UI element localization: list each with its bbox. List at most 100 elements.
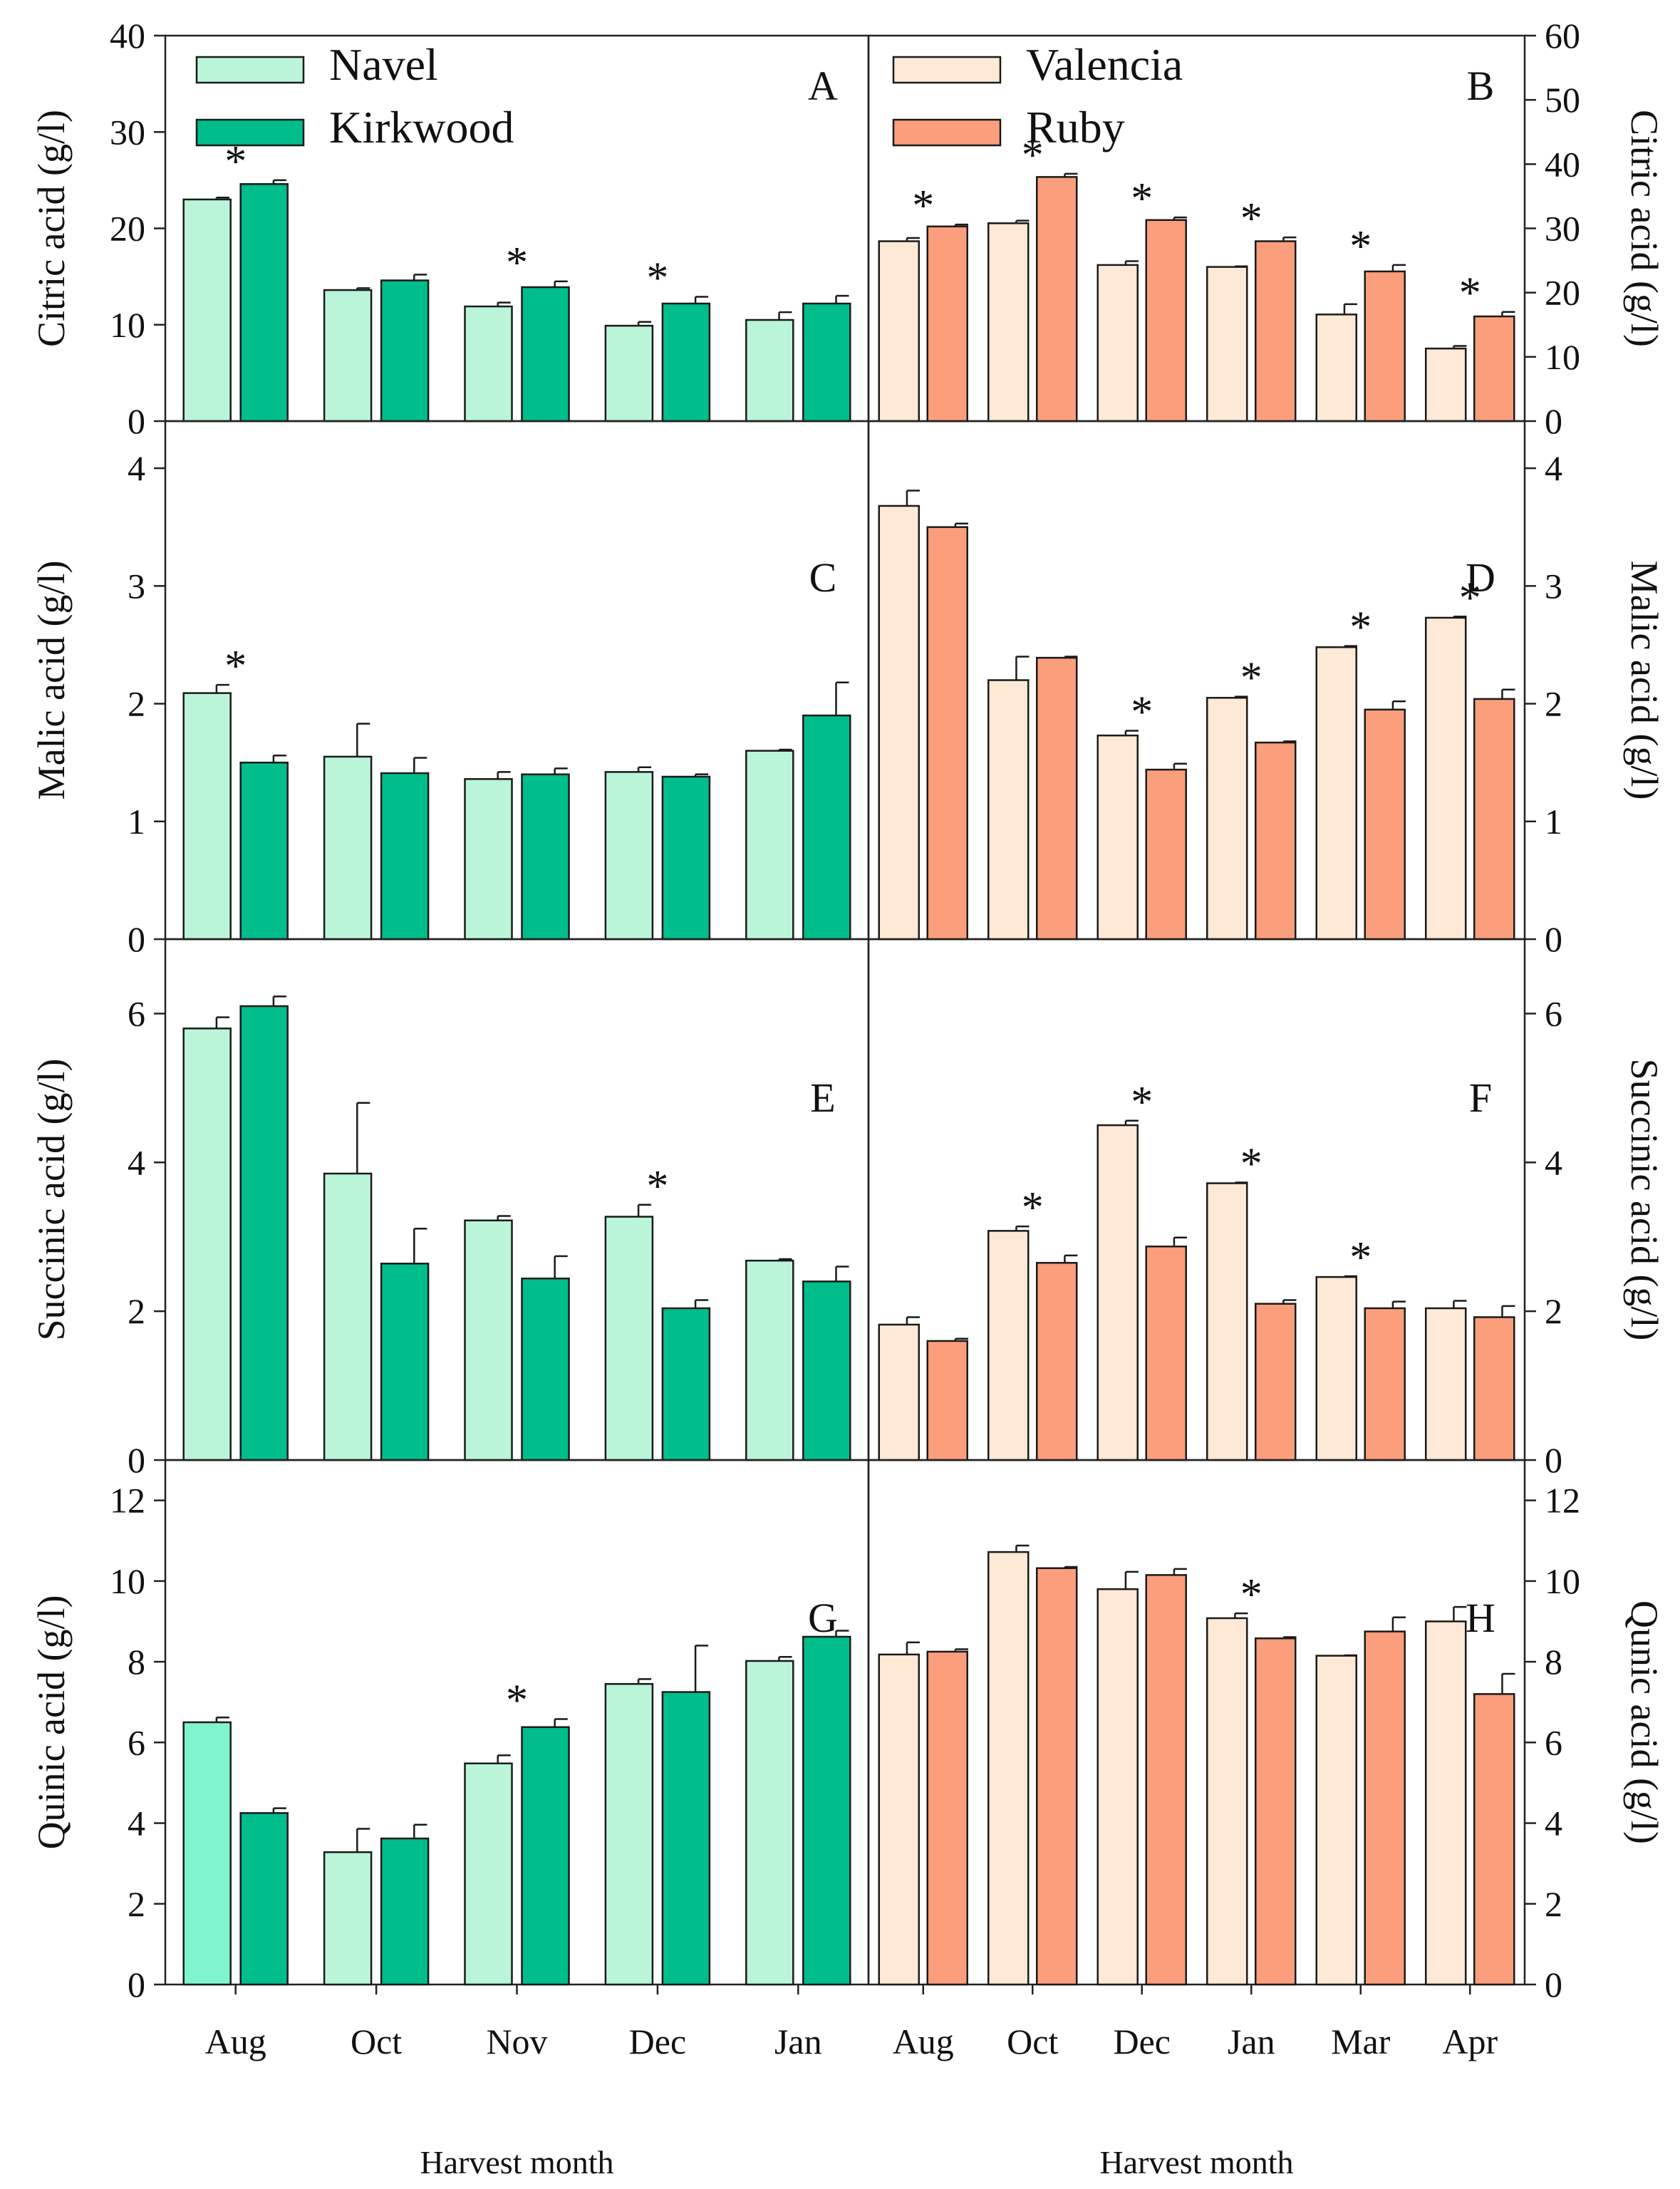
significance-star: * bbox=[1131, 1078, 1153, 1127]
significance-star: * bbox=[1349, 222, 1372, 271]
y-tick-label: 6 bbox=[128, 993, 145, 1033]
significance-star: * bbox=[912, 182, 934, 230]
x-tick-label: Apr bbox=[1442, 2022, 1498, 2061]
bar-kirkwood-jan bbox=[802, 302, 851, 423]
significance-star: * bbox=[506, 1676, 528, 1724]
panel-g: 0 2 4 6 8 10 12 Quinic acid (g/l) G Aug Oct * Nov Dec… bbox=[30, 1459, 870, 2180]
bar-kirkwood-aug bbox=[239, 183, 289, 423]
bar-valencia-aug bbox=[878, 504, 920, 941]
y-tick-label: 10 bbox=[1545, 1561, 1580, 1601]
y-tick-label: 20 bbox=[110, 209, 145, 249]
bar-valencia-dec bbox=[1096, 734, 1139, 941]
y-tick-label: 60 bbox=[1545, 16, 1580, 56]
y-tick-label: 12 bbox=[110, 1481, 145, 1521]
bar-navel-aug bbox=[182, 1721, 232, 1986]
legend-label: Ruby bbox=[1026, 102, 1125, 152]
bar-valencia-mar bbox=[1315, 314, 1357, 423]
bar-navel-oct bbox=[323, 755, 373, 941]
bar-valencia-apr bbox=[1425, 616, 1467, 941]
y-axis-label: Malic acid (g/l) bbox=[30, 561, 73, 800]
y-axis: 0 2 4 6 8 10 12 bbox=[1525, 1481, 1580, 2004]
y-tick-label: 6 bbox=[128, 1722, 145, 1762]
bar-navel-aug bbox=[182, 198, 232, 423]
y-tick-label: 0 bbox=[1545, 1965, 1562, 2004]
bar-valencia-dec bbox=[1096, 1588, 1139, 1986]
panel-e: 0 2 4 6 Succinic acid (g/l) E * bbox=[30, 938, 870, 1480]
y-axis: 0 1 2 3 4 bbox=[1525, 448, 1562, 959]
x-axis-label: Harvest month bbox=[1099, 2144, 1293, 2180]
bar-valencia-oct bbox=[987, 1551, 1030, 1986]
bars: Aug Oct Dec * Jan Mar Apr bbox=[878, 1544, 1515, 2061]
bar-valencia-jan bbox=[1206, 1617, 1248, 1986]
y-tick-label: 12 bbox=[1545, 1481, 1580, 1521]
legend-label: Navel bbox=[329, 39, 438, 90]
panel-letter: F bbox=[1469, 1075, 1492, 1121]
bar-valencia-aug bbox=[878, 240, 920, 423]
bar-ruby-jan bbox=[1255, 1303, 1297, 1461]
bar-ruby-dec bbox=[1145, 1246, 1187, 1461]
y-tick-label: 2 bbox=[128, 684, 145, 724]
y-axis-label: Quinic acid (g/l) bbox=[30, 1595, 73, 1850]
x-tick-label: Dec bbox=[1114, 2022, 1171, 2061]
bar-ruby-mar bbox=[1364, 270, 1406, 423]
y-tick-label: 0 bbox=[128, 401, 145, 441]
y-tick-label: 10 bbox=[110, 305, 145, 345]
y-tick-label: 4 bbox=[1545, 1804, 1562, 1843]
bar-navel-aug bbox=[182, 1028, 232, 1461]
bar-navel-nov bbox=[464, 1762, 513, 1986]
y-tick-label: 30 bbox=[1545, 209, 1580, 249]
bar-valencia-apr bbox=[1425, 1307, 1467, 1461]
bar-ruby-oct bbox=[1036, 1262, 1078, 1461]
y-tick-label: 2 bbox=[1545, 1884, 1562, 1924]
significance-star: * bbox=[1240, 1570, 1262, 1619]
bar-ruby-aug bbox=[926, 1340, 968, 1461]
significance-star: * bbox=[1022, 1184, 1044, 1232]
panel-letter: D bbox=[1466, 554, 1495, 601]
y-axis: 0 1 2 3 4 bbox=[128, 448, 165, 959]
bar-ruby-aug bbox=[926, 225, 968, 423]
legend: Valencia Ruby bbox=[892, 39, 1183, 152]
bar-navel-jan bbox=[745, 1660, 794, 1986]
bars: * bbox=[182, 995, 851, 1461]
bar-ruby-oct bbox=[1036, 656, 1078, 941]
panel-letter: E bbox=[810, 1075, 835, 1121]
bars: * bbox=[182, 642, 851, 941]
panel-h: 0 2 4 6 8 10 12 Qunic acid (g/l) H Aug Oct Dec * Jan M… bbox=[867, 1459, 1666, 2180]
y-axis: 0 10 20 30 40 bbox=[110, 16, 165, 441]
y-axis: 0 2 4 6 8 10 12 bbox=[110, 1481, 165, 2004]
bar-ruby-oct bbox=[1036, 1567, 1078, 1986]
panel-frame bbox=[867, 1459, 1526, 1986]
significance-star: * bbox=[224, 642, 247, 690]
bar-navel-dec bbox=[604, 1216, 654, 1461]
bar-navel-aug bbox=[182, 692, 232, 941]
bar-ruby-mar bbox=[1364, 1307, 1406, 1461]
bar-navel-dec bbox=[604, 1682, 654, 1986]
bar-ruby-jan bbox=[1255, 1637, 1297, 1986]
bar-valencia-dec bbox=[1096, 1124, 1139, 1461]
x-axis-label: Harvest month bbox=[420, 2144, 613, 2180]
significance-star: * bbox=[1349, 604, 1372, 652]
legend: Navel Kirkwood bbox=[195, 39, 514, 152]
y-tick-label: 10 bbox=[110, 1561, 145, 1601]
panel-letter: A bbox=[808, 63, 838, 109]
y-axis-label: Malic acid (g/l) bbox=[1623, 561, 1666, 800]
y-tick-label: 0 bbox=[128, 1440, 145, 1480]
significance-star: * bbox=[1459, 269, 1481, 318]
x-tick-label: Oct bbox=[1007, 2022, 1058, 2061]
panel-letter: G bbox=[808, 1595, 838, 1641]
bar-valencia-mar bbox=[1315, 1655, 1357, 1986]
y-axis-label: Succinic acid (g/l) bbox=[1623, 1059, 1666, 1341]
bar-kirkwood-dec bbox=[661, 775, 711, 941]
bar-valencia-jan bbox=[1206, 1182, 1248, 1461]
bar-kirkwood-aug bbox=[239, 1812, 289, 1986]
bar-kirkwood-nov bbox=[521, 1726, 570, 1986]
y-tick-label: 0 bbox=[128, 919, 145, 959]
bar-ruby-oct bbox=[1036, 176, 1078, 423]
panel-letter: H bbox=[1466, 1595, 1495, 1641]
bar-kirkwood-oct bbox=[380, 279, 430, 423]
significance-star: * bbox=[1131, 688, 1153, 737]
bar-navel-dec bbox=[604, 324, 654, 423]
bar-ruby-apr bbox=[1473, 698, 1515, 941]
